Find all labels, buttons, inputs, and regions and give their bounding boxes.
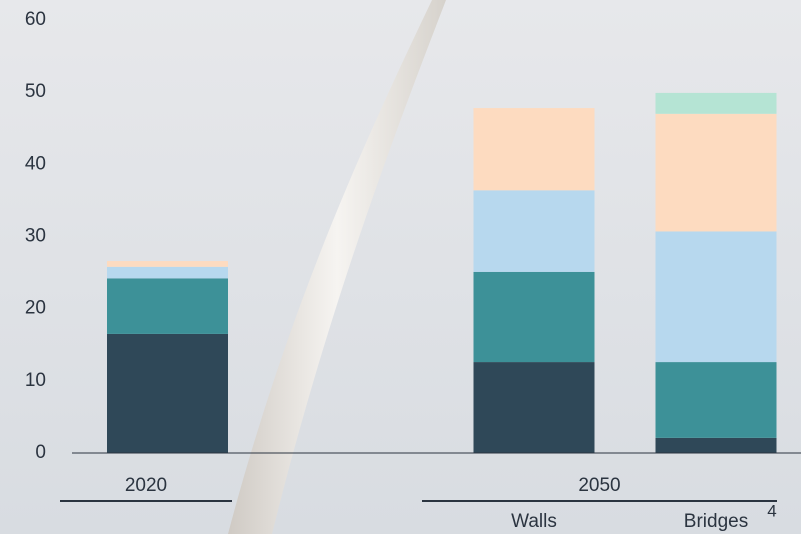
y-tick-label: 0 (35, 442, 46, 463)
y-tick-label: 10 (25, 370, 46, 391)
bar-segment (655, 231, 777, 363)
y-tick-label: 50 (25, 81, 46, 102)
group-label: 2020 (125, 475, 167, 496)
bar-segment (655, 92, 777, 114)
x-tick-label: Walls (511, 511, 557, 532)
bar-segment (107, 261, 228, 267)
bar-segment (473, 108, 595, 191)
y-tick-label: 20 (25, 298, 46, 319)
plot: 0 10 20 30 40 50 60 Walls Bridges 2020 2050 (25, 9, 801, 532)
group-label: 2050 (578, 475, 620, 496)
bar-segment (107, 266, 228, 279)
bar-segment (473, 190, 595, 272)
y-tick-label: 40 (25, 153, 46, 174)
bar-segment (655, 362, 777, 438)
bar-segment (107, 278, 228, 334)
y-tick-label: 60 (25, 9, 46, 30)
bar-segment (655, 113, 777, 232)
bar-segment (655, 437, 777, 453)
bar-segment (473, 271, 595, 363)
bar-segment (107, 333, 228, 453)
bar-segment (473, 362, 595, 453)
turbine-blade (228, 0, 446, 534)
y-tick-label: 30 (25, 226, 46, 247)
x-tick-label: Bridges (684, 511, 748, 532)
page-number: 4 (767, 501, 776, 520)
